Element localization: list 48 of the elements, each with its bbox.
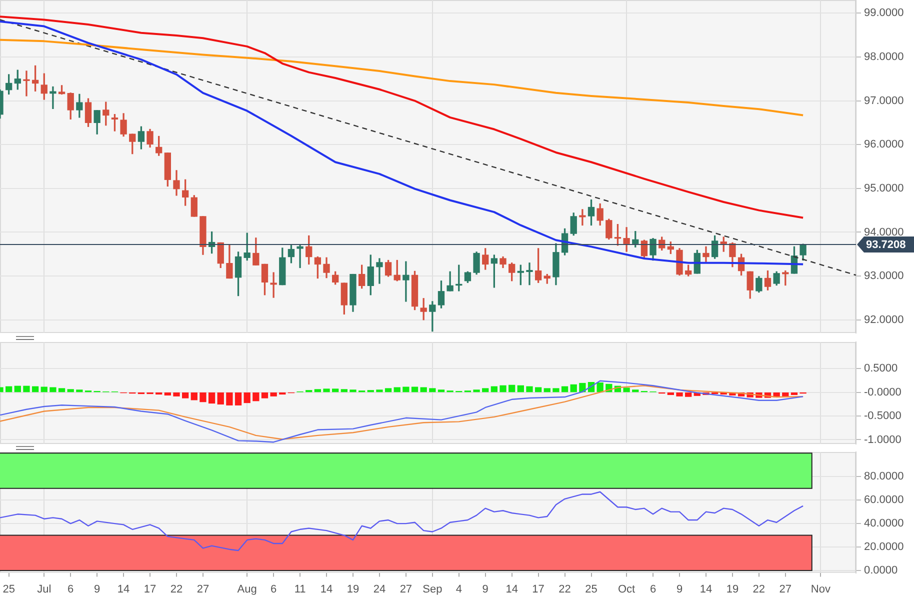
- x-tick-label: 27: [400, 583, 412, 596]
- y-tick-label: 99.0000: [864, 7, 904, 20]
- x-tick-label: Aug: [237, 583, 257, 596]
- y-tick-label: 95.0000: [864, 182, 904, 194]
- y-tick-label: 40.0000: [864, 518, 904, 530]
- y-tick-label: 97.0000: [864, 94, 904, 107]
- x-tick-label: 17: [144, 583, 156, 596]
- x-tick-label: 6: [270, 583, 277, 596]
- y-tick-label: 0.5000: [864, 362, 898, 375]
- x-tick-label: 14: [700, 583, 712, 596]
- x-tick-label: 9: [482, 583, 488, 596]
- x-tick-label: 24: [373, 583, 386, 596]
- x-tick-label: 4: [456, 583, 462, 596]
- x-tick-label: 25: [2, 583, 15, 596]
- y-tick-label: 20.0000: [864, 541, 904, 554]
- x-tick-label: 19: [346, 583, 360, 596]
- y-tick-label: 93.0000: [864, 270, 904, 282]
- x-tick-label: 19: [726, 583, 739, 596]
- y-tick-label: 60.0000: [864, 494, 904, 506]
- y-tick-label: -0.5000: [864, 410, 902, 422]
- x-tick-label: 22: [752, 583, 766, 596]
- x-tick-label: 22: [558, 583, 571, 596]
- y-tick-label: -1.0000: [864, 434, 902, 446]
- x-tick-label: Nov: [810, 583, 831, 596]
- x-tick-label: Oct: [618, 583, 636, 596]
- y-tick-label: -0.0000: [864, 386, 902, 398]
- x-tick-label: Jul: [37, 583, 52, 596]
- y-tick-label: 0.0000: [864, 564, 898, 576]
- x-tick-label: 17: [532, 583, 544, 596]
- x-tick-label: 9: [676, 583, 683, 596]
- x-tick-label: 22: [170, 583, 183, 596]
- y-tick-label: 96.0000: [864, 138, 904, 151]
- x-tick-label: 6: [650, 583, 656, 596]
- x-tick-label: 27: [779, 583, 792, 596]
- x-tick-label: Sep: [422, 583, 442, 596]
- y-tick-label: 92.0000: [864, 314, 904, 326]
- x-tick-label: 25: [585, 583, 598, 596]
- x-tick-label: 27: [196, 583, 210, 596]
- x-tick-label: 14: [320, 583, 333, 596]
- y-tick-label: 94.0000: [864, 226, 904, 238]
- x-tick-label: 9: [94, 583, 100, 596]
- x-tick-label: 14: [117, 583, 130, 596]
- x-tick-label: 14: [506, 583, 518, 596]
- ref-line-label: 93.7208: [866, 238, 906, 251]
- y-tick-label: 98.0000: [864, 50, 904, 63]
- x-tick-label: 11: [294, 583, 306, 596]
- y-tick-label: 80.0000: [864, 470, 904, 483]
- x-tick-label: 6: [68, 583, 74, 596]
